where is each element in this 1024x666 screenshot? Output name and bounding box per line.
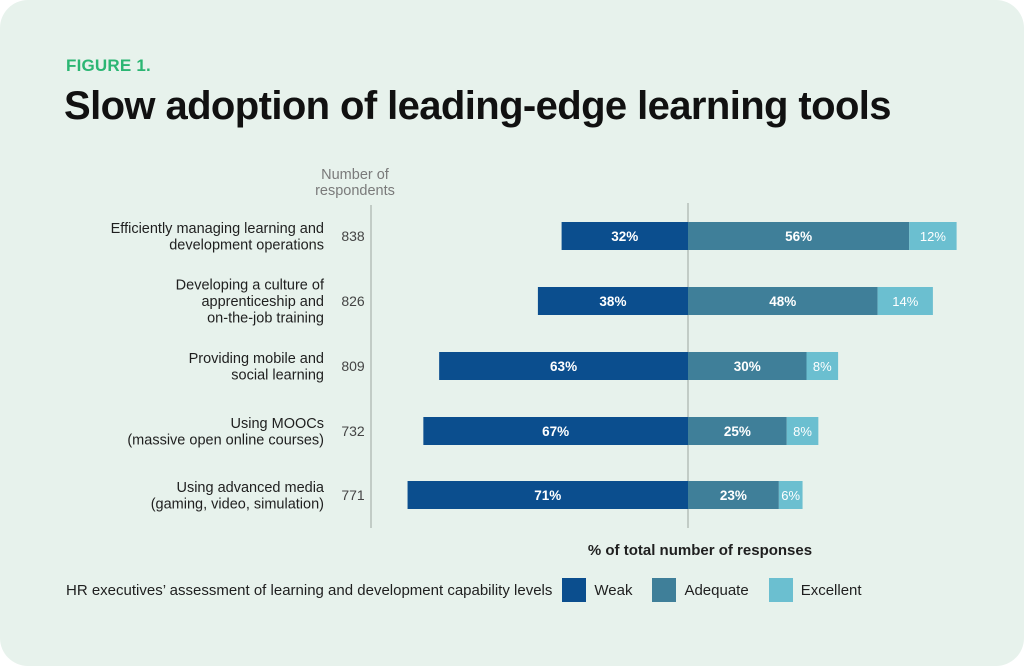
- bar-label-excellent: 14%: [892, 294, 918, 309]
- x-axis-label: % of total number of responses: [588, 542, 812, 559]
- legend-item: Excellent: [768, 578, 862, 602]
- bar-weak: [423, 417, 688, 445]
- legend-title: HR executives’ assessment of learning an…: [66, 581, 553, 599]
- category-label: (massive open online courses): [127, 432, 324, 448]
- bar-label-excellent: 12%: [920, 229, 946, 244]
- bar-label-weak: 67%: [542, 424, 569, 439]
- bar-weak: [537, 287, 688, 315]
- category-label: Using advanced media: [176, 480, 324, 496]
- bar-label-weak: 71%: [534, 488, 561, 503]
- legend-label: Weak: [594, 581, 633, 599]
- bar-label-excellent: 8%: [813, 359, 832, 374]
- category-label: Using MOOCs: [231, 416, 324, 432]
- bar-excellent: [786, 417, 819, 445]
- bar-label-adequate: 25%: [724, 424, 751, 439]
- category-label: (gaming, video, simulation): [151, 496, 324, 512]
- bar-excellent: [877, 287, 933, 315]
- bar-adequate: [688, 352, 807, 380]
- legend: HR executives’ assessment of learning an…: [66, 578, 882, 602]
- bar-adequate: [688, 222, 910, 250]
- category-label: development operations: [169, 237, 324, 253]
- bar-label-adequate: 48%: [769, 294, 796, 309]
- bar-adequate: [688, 287, 878, 315]
- respondents-count: 732: [341, 423, 365, 439]
- bar-label-excellent: 8%: [793, 424, 812, 439]
- bar-label-excellent: 6%: [781, 488, 800, 503]
- bar-excellent: [909, 222, 957, 250]
- respondents-count: 826: [341, 293, 365, 309]
- legend-label: Excellent: [800, 581, 862, 599]
- bar-excellent: [778, 481, 803, 509]
- bar-label-adequate: 30%: [734, 359, 761, 374]
- bar-weak: [439, 352, 688, 380]
- bar-label-weak: 38%: [599, 294, 626, 309]
- legend-item: Weak: [562, 578, 632, 602]
- category-label: apprenticeship and: [201, 294, 324, 310]
- bar-adequate: [688, 417, 787, 445]
- bar-label-weak: 32%: [611, 229, 638, 244]
- bar-label-adequate: 56%: [785, 229, 812, 244]
- bar-label-adequate: 23%: [720, 488, 747, 503]
- bar-excellent: [806, 352, 839, 380]
- respondents-count: 809: [341, 358, 365, 374]
- respondents-count: 771: [341, 487, 365, 503]
- legend-items: Weak Adequate Excellent: [562, 578, 881, 602]
- respondents-header-line: Number of: [321, 167, 390, 183]
- bar-weak: [561, 222, 688, 250]
- legend-item: Adequate: [652, 578, 749, 602]
- bar-weak: [407, 481, 688, 509]
- respondents-header-line: respondents: [315, 183, 395, 199]
- legend-swatch: [652, 578, 677, 602]
- category-label: on-the-job training: [207, 311, 324, 327]
- legend-swatch: [562, 578, 587, 602]
- legend-label: Adequate: [684, 581, 749, 599]
- chart-title: Slow adoption of leading-edge learning t…: [64, 84, 892, 128]
- bar-adequate: [688, 481, 779, 509]
- respondents-count: 838: [341, 228, 365, 244]
- figure-label: FIGURE 1.: [66, 56, 151, 75]
- legend-swatch: [768, 578, 793, 602]
- category-label: Developing a culture of: [176, 278, 325, 294]
- category-label: Efficiently managing learning and: [111, 221, 324, 237]
- category-label: Providing mobile and: [189, 351, 324, 367]
- bar-label-weak: 63%: [550, 359, 577, 374]
- category-label: social learning: [231, 367, 324, 383]
